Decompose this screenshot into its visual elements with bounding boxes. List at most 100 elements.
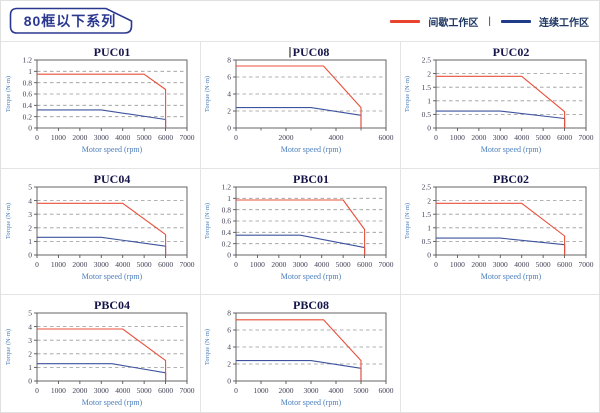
x-tick-label: 7000 (379, 260, 394, 269)
y-tick-label: 4 (28, 196, 32, 205)
x-tick-label: 0 (35, 386, 39, 395)
x-tick-label: 7000 (179, 133, 194, 142)
y-tick-label: 0.6 (22, 90, 32, 99)
chart-PUC02: PUC02 0 0.5 1 1.5 2 2.5 0 1000 2000 3000 4000 5000 60… (404, 45, 594, 154)
plot-frame (435, 186, 587, 256)
y-tick-label: 4 (228, 90, 232, 99)
series-line-间歇工作区 (36, 73, 166, 128)
x-tick-label: 2000 (72, 386, 87, 395)
x-axis-label: Motor speed (rpm) (281, 145, 342, 154)
x-tick-label: 0 (35, 260, 39, 269)
x-tick-label: 4000 (115, 386, 130, 395)
x-tick-label: 5000 (354, 386, 369, 395)
x-tick-label: 0 (235, 260, 239, 269)
x-tick-label: 1000 (250, 260, 265, 269)
plot-frame (36, 312, 188, 382)
y-tick-label: 2 (28, 224, 32, 233)
chart-cell: PBC04 0 1 2 3 4 5 0 1000 2000 3000 4000 5000 6000 7000… (1, 295, 200, 412)
y-axis-label: Torque (N·m) (204, 203, 211, 239)
x-tick-label: 4000 (329, 133, 344, 142)
y-tick-label: 0.2 (22, 112, 32, 121)
y-tick-label: 1 (28, 363, 32, 372)
x-tick-label: 3000 (93, 260, 108, 269)
x-tick-label: 4000 (115, 260, 130, 269)
chart-title: PBC02 (493, 172, 529, 186)
y-axis-label: Torque (N·m) (204, 76, 211, 112)
header: 80框以下系列 间歇工作区 | 连续工作区 (1, 1, 599, 41)
y-tick-label: 6 (228, 73, 232, 82)
y-tick-label: 0.8 (222, 205, 232, 214)
y-tick-label: 4 (228, 343, 232, 352)
y-tick-label: 1.5 (421, 83, 431, 92)
x-tick-label: 0 (235, 386, 239, 395)
series-line-连续工作区 (435, 237, 565, 255)
x-tick-label: 2000 (72, 133, 87, 142)
legend: 间歇工作区 | 连续工作区 (390, 14, 589, 29)
y-tick-label: 1.5 (421, 210, 431, 219)
y-tick-label: 2 (28, 350, 32, 359)
x-tick-label: 4000 (115, 133, 130, 142)
x-tick-label: 0 (434, 260, 438, 269)
charts-grid: PUC01 0 0.2 0.4 0.6 0.8 1 1.2 0 1000 2000 3000 4000 5… (1, 41, 599, 412)
series-line-间歇工作区 (36, 202, 166, 255)
y-tick-label: 0 (228, 377, 232, 386)
legend-continuous-swatch (501, 19, 531, 23)
x-tick-label: 2000 (279, 386, 294, 395)
x-tick-label: 2000 (72, 260, 87, 269)
x-tick-label: 7000 (578, 133, 593, 142)
y-tick-label: 0 (228, 124, 232, 133)
legend-continuous-label: 连续工作区 (539, 17, 589, 29)
y-tick-label: 0 (28, 251, 32, 260)
series-line-间歇工作区 (236, 319, 363, 381)
x-tick-label: 7000 (179, 386, 194, 395)
x-tick-label: 1000 (51, 133, 66, 142)
chart-PUC08: PUC08 0 2 4 6 8 0 2000 4000 6000 Torque (N·m) Motor… (204, 45, 394, 154)
plot-frame (435, 59, 587, 129)
y-tick-label: 2.5 (421, 183, 431, 192)
series-line-连续工作区 (36, 109, 166, 128)
y-tick-label: 0.6 (222, 217, 232, 226)
x-axis-label: Motor speed (rpm) (81, 145, 142, 154)
chart-title: PBC01 (293, 172, 329, 186)
x-tick-label: 6000 (158, 386, 173, 395)
y-tick-label: 8 (228, 56, 232, 65)
x-tick-label: 6000 (379, 133, 394, 142)
y-tick-label: 0.4 (222, 228, 232, 237)
chart-title: PUC04 (93, 172, 130, 186)
y-tick-label: 0 (28, 377, 32, 386)
series-line-间歇工作区 (236, 65, 363, 128)
x-tick-label: 4000 (514, 133, 529, 142)
x-tick-label: 0 (434, 133, 438, 142)
x-axis-label: Motor speed (rpm) (81, 398, 142, 407)
chart-title: PUC02 (492, 45, 529, 59)
y-tick-label: 1 (427, 97, 431, 106)
x-tick-label: 5000 (535, 133, 550, 142)
chart-PBC08: PBC08 0 2 4 6 8 0 1000 2000 3000 4000 5000 6000 Torqu… (204, 298, 394, 407)
x-tick-label: 1000 (51, 260, 66, 269)
chart-PBC02: PBC02 0 0.5 1 1.5 2 2.5 0 1000 2000 3000 4000 5000 60… (404, 172, 594, 281)
legend-intermittent-label: 间歇工作区 (428, 17, 479, 29)
x-tick-label: 5000 (136, 133, 151, 142)
chart-PBC04: PBC04 0 1 2 3 4 5 0 1000 2000 3000 4000 5000 6000 7000… (5, 298, 195, 407)
x-tick-label: 3000 (493, 133, 508, 142)
x-tick-label: 5000 (535, 260, 550, 269)
y-tick-label: 1.2 (222, 183, 232, 192)
y-axis-label: Torque (N·m) (404, 76, 411, 112)
x-axis-label: Motor speed (rpm) (481, 145, 542, 154)
chart-PBC01: PBC01 0 0.2 0.4 0.6 0.8 1 1.2 0 1000 2000 3000 4000 5… (204, 172, 394, 281)
chart-PUC01: PUC01 0 0.2 0.4 0.6 0.8 1 1.2 0 1000 2000 3000 4000 5… (5, 45, 195, 154)
series-line-连续工作区 (36, 236, 166, 255)
chart-title: PBC04 (94, 298, 130, 312)
y-tick-label: 6 (228, 326, 232, 335)
x-tick-label: 4000 (514, 260, 529, 269)
chart-cell: PUC04 0 1 2 3 4 5 0 1000 2000 3000 4000 5000 6000 7000… (1, 169, 201, 295)
x-tick-label: 5000 (336, 260, 351, 269)
y-tick-label: 0 (228, 251, 232, 260)
x-tick-label: 0 (35, 133, 39, 142)
x-tick-label: 7000 (578, 260, 593, 269)
chart-PUC04: PUC04 0 1 2 3 4 5 0 1000 2000 3000 4000 5000 6000 7000… (5, 172, 195, 281)
y-tick-label: 2 (228, 107, 232, 116)
chart-title: PBC08 (293, 298, 329, 312)
legend-separator: | (488, 15, 491, 27)
x-tick-label: 0 (235, 133, 239, 142)
